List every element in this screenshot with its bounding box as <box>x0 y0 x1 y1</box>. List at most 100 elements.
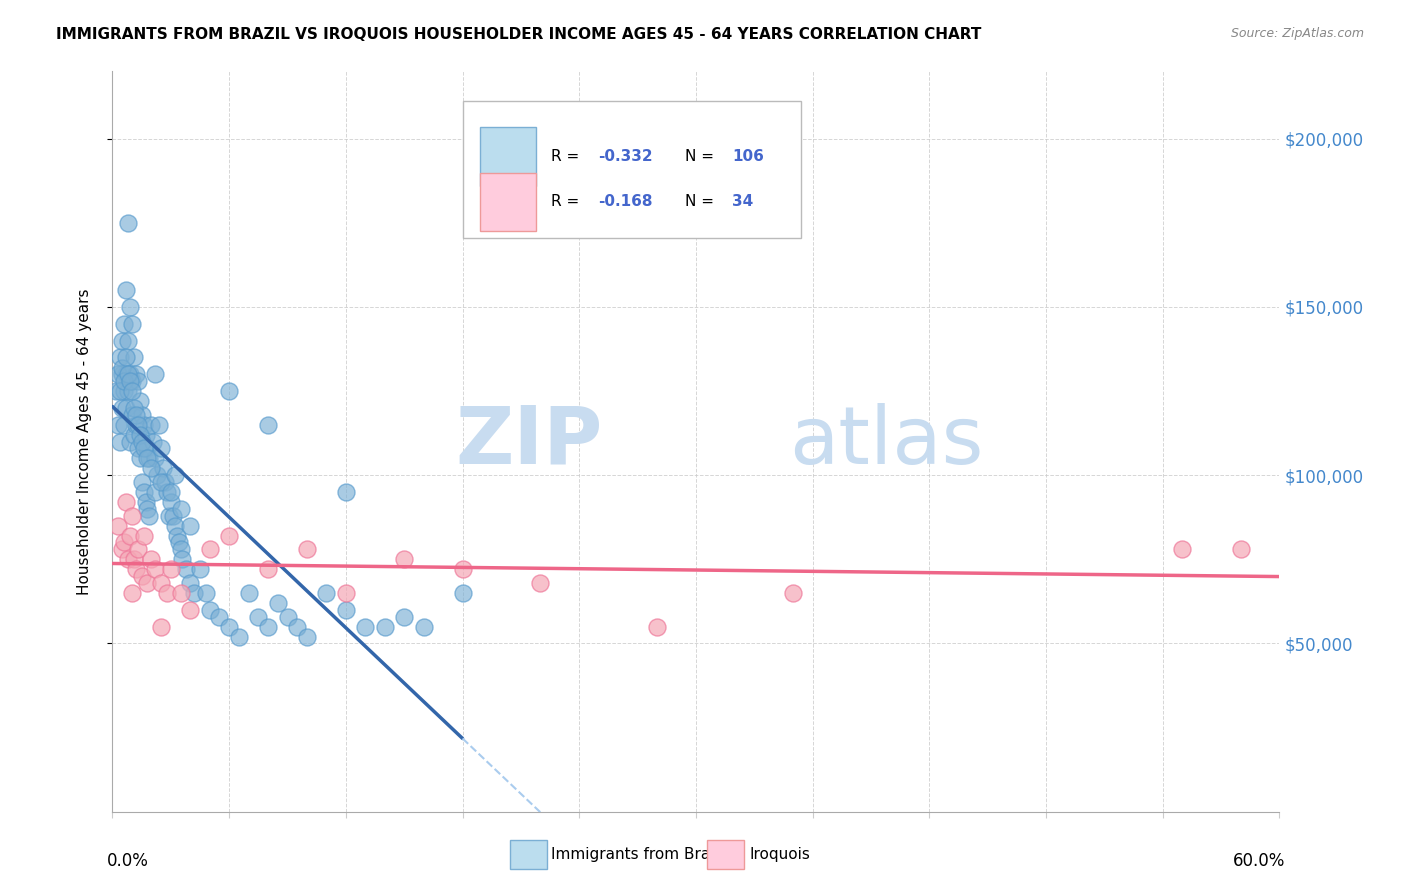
Text: Iroquois: Iroquois <box>749 847 810 862</box>
Point <box>163 518 186 533</box>
Point <box>645 619 668 633</box>
Point <box>143 562 166 576</box>
Text: atlas: atlas <box>789 402 984 481</box>
Point <box>110 434 132 449</box>
Point <box>148 417 170 432</box>
Text: 60.0%: 60.0% <box>1233 853 1285 871</box>
Point <box>118 374 141 388</box>
Point <box>179 518 201 533</box>
Point <box>169 501 191 516</box>
Point <box>122 427 145 442</box>
Point <box>152 461 174 475</box>
Point <box>128 427 150 442</box>
FancyBboxPatch shape <box>479 173 536 231</box>
Point <box>122 401 145 415</box>
Point <box>121 374 143 388</box>
Point <box>157 508 180 523</box>
Point <box>335 603 357 617</box>
Point <box>153 475 176 489</box>
Point <box>111 368 134 382</box>
Point <box>150 575 173 590</box>
Point <box>112 317 135 331</box>
Point <box>118 300 141 314</box>
Point <box>142 434 165 449</box>
Text: R =: R = <box>551 194 585 210</box>
Point <box>121 586 143 600</box>
Text: 0.0%: 0.0% <box>107 853 149 871</box>
Text: -0.168: -0.168 <box>598 194 652 210</box>
Point <box>276 609 298 624</box>
Point <box>136 501 159 516</box>
Point <box>115 283 138 297</box>
Point <box>132 485 155 500</box>
Point <box>118 434 141 449</box>
Point <box>335 586 357 600</box>
Point <box>141 461 163 475</box>
Point <box>125 417 148 432</box>
Point <box>156 586 179 600</box>
Point <box>169 586 191 600</box>
Point <box>125 562 148 576</box>
Point <box>228 630 250 644</box>
Point <box>198 542 221 557</box>
Point <box>117 216 139 230</box>
Point <box>115 368 138 382</box>
Point <box>295 542 318 557</box>
Point <box>121 408 143 422</box>
Point <box>127 374 149 388</box>
Point <box>118 529 141 543</box>
Point <box>412 619 434 633</box>
Point <box>141 417 163 432</box>
Point <box>132 442 155 456</box>
Point <box>115 351 138 365</box>
Point <box>146 468 169 483</box>
Point <box>115 401 138 415</box>
Point <box>125 408 148 422</box>
Point <box>394 609 416 624</box>
Text: N =: N = <box>686 194 720 210</box>
Point <box>131 434 153 449</box>
Point <box>117 368 139 382</box>
Point <box>374 619 396 633</box>
Point <box>529 575 551 590</box>
Point <box>257 619 280 633</box>
Text: Immigrants from Brazil: Immigrants from Brazil <box>551 847 727 862</box>
Point <box>198 603 221 617</box>
Point <box>105 384 128 398</box>
Point <box>285 619 308 633</box>
Point <box>111 334 134 348</box>
Point <box>143 451 166 466</box>
Point <box>782 586 804 600</box>
Point <box>179 603 201 617</box>
Point <box>315 586 337 600</box>
Point <box>451 586 474 600</box>
Point <box>136 442 159 456</box>
Point <box>138 508 160 523</box>
Point <box>107 368 129 382</box>
Point <box>156 485 179 500</box>
Point <box>267 596 290 610</box>
Point <box>117 552 139 566</box>
Point <box>163 468 186 483</box>
Y-axis label: Householder Income Ages 45 - 64 years: Householder Income Ages 45 - 64 years <box>77 288 91 595</box>
Text: -0.332: -0.332 <box>598 149 652 164</box>
Point <box>160 495 183 509</box>
Point <box>208 609 231 624</box>
Point <box>131 408 153 422</box>
Point <box>127 417 149 432</box>
Point <box>121 508 143 523</box>
Point <box>238 586 260 600</box>
Point <box>394 552 416 566</box>
Point <box>112 417 135 432</box>
Point <box>112 384 135 398</box>
Point <box>121 384 143 398</box>
Point <box>150 442 173 456</box>
Point <box>167 535 190 549</box>
Point <box>122 552 145 566</box>
Point <box>128 394 150 409</box>
Text: 34: 34 <box>733 194 754 210</box>
Point <box>176 562 198 576</box>
Point <box>335 485 357 500</box>
Point <box>143 368 166 382</box>
Point <box>218 529 240 543</box>
